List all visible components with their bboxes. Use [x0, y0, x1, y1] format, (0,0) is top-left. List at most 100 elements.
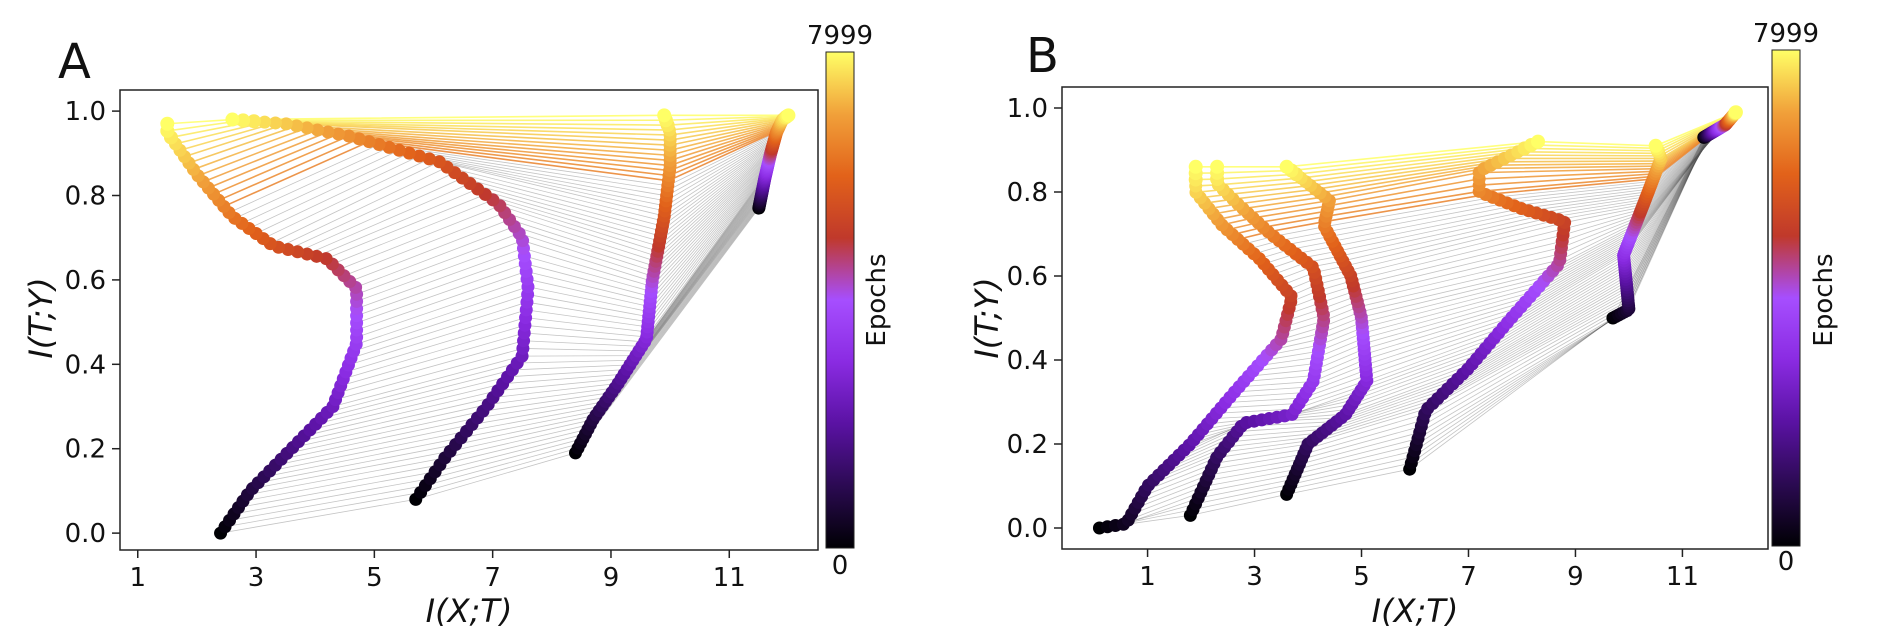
epoch-connector	[325, 148, 773, 259]
data-point	[236, 113, 251, 128]
data-point	[657, 108, 672, 123]
x-ticks: 1 3 5 7 9 11	[129, 550, 746, 593]
epoch-connector	[316, 147, 773, 257]
epoch-connector	[356, 160, 770, 317]
epoch-connector	[356, 158, 770, 302]
x-axis-label: I(X;T)	[426, 592, 513, 630]
colorbar-min-label: 0	[1778, 547, 1795, 577]
epoch-connector	[340, 174, 766, 387]
plot-frame	[1061, 86, 1769, 550]
epoch-connector	[306, 145, 773, 255]
data-point	[258, 115, 272, 129]
data-point	[402, 146, 416, 160]
data-point	[362, 135, 376, 149]
epoch-connector	[350, 169, 768, 359]
epoch-connector	[353, 167, 768, 352]
data-point	[342, 129, 356, 143]
epoch-connector	[233, 203, 760, 515]
epoch-connector	[241, 134, 776, 224]
data-point	[1728, 105, 1743, 120]
epoch-connector	[356, 166, 768, 345]
colorbar-max-label: 7999	[807, 21, 873, 51]
data-point	[432, 155, 446, 169]
epoch-connector	[193, 122, 782, 171]
data-point	[1279, 159, 1294, 174]
epoch-connector	[167, 114, 789, 125]
x-ticks: 1 3 5 7 9 11	[1139, 549, 1699, 592]
data-point	[1531, 134, 1546, 149]
epoch-connector	[321, 181, 765, 419]
x-tick-label: 11	[713, 563, 746, 593]
epoch-connector	[292, 188, 764, 448]
x-tick-label: 1	[129, 563, 146, 593]
plot-layer	[1092, 105, 1743, 535]
epoch-connector	[184, 119, 783, 158]
epoch-connector	[1234, 128, 1720, 393]
epoch-connector	[343, 152, 772, 277]
x-tick-label: 9	[603, 563, 620, 593]
epoch-connector	[304, 185, 764, 437]
epoch-connector	[1148, 134, 1710, 486]
epoch-connector	[1216, 129, 1717, 414]
epoch-connector	[1229, 128, 1719, 398]
x-axis-label: I(X;T)	[1372, 592, 1459, 630]
y-tick-label: 1.0	[1007, 94, 1048, 124]
epoch-connector	[229, 205, 760, 521]
epoch-connector	[167, 115, 788, 132]
y-ticks: 0.0 0.2 0.4 0.6 0.8 1.0	[1007, 94, 1062, 544]
epoch-connector	[1220, 129, 1718, 409]
epoch-connector	[332, 149, 772, 265]
data-point	[300, 121, 314, 135]
panel-label: B	[1026, 28, 1059, 84]
panel-a: A 1 3 5 7 9 11 0.0 0.2 0.4 0.6 0.8 1.0 I(X;T) I(T;…	[22, 21, 892, 630]
epoch-connector	[298, 187, 764, 443]
epoch-connector	[356, 159, 770, 309]
epoch-connector	[208, 126, 780, 189]
epoch-connector	[197, 123, 781, 177]
epoch-connector	[348, 170, 767, 366]
y-tick-label: 0.8	[65, 182, 106, 212]
epoch-connector	[1266, 126, 1723, 356]
data-point	[392, 143, 406, 157]
epoch-connector	[1282, 124, 1725, 334]
epoch-connector	[355, 155, 771, 288]
epoch-connector	[1141, 134, 1709, 497]
epoch-connector	[258, 196, 762, 484]
epoch-connector	[263, 138, 775, 239]
epoch-connector	[356, 165, 769, 338]
y-tick-label: 0.8	[1007, 178, 1048, 208]
x-tick-label: 7	[484, 563, 501, 593]
epoch-connector	[343, 173, 767, 380]
x-tick-label: 7	[1460, 562, 1477, 592]
epoch-connector	[281, 191, 763, 460]
epoch-connector	[349, 154, 771, 282]
epoch-connector	[356, 156, 771, 295]
epoch-connector	[287, 143, 774, 250]
data-point	[372, 138, 386, 152]
epoch-connector	[234, 133, 777, 219]
data-point	[268, 116, 282, 130]
panel-label: A	[58, 34, 91, 90]
data-point	[331, 127, 345, 141]
epoch-connector	[1144, 134, 1709, 492]
y-tick-label: 0.0	[65, 519, 106, 549]
colorbar: 7999 0 Epochs	[807, 21, 892, 581]
epoch-connector	[335, 177, 766, 400]
epoch-connector	[332, 178, 765, 407]
epoch-connector	[337, 151, 772, 271]
data-point	[781, 108, 796, 123]
colorbar-title: Epochs	[1809, 253, 1839, 346]
epoch-connector	[1257, 126, 1722, 367]
epoch-connector	[248, 136, 776, 229]
epoch-connector	[252, 198, 762, 489]
epoch-connector	[1284, 124, 1726, 328]
epoch-connector	[269, 194, 762, 472]
x-tick-label: 5	[1353, 562, 1370, 592]
data-point	[321, 125, 335, 139]
epoch-connector	[1128, 135, 1707, 521]
epoch-connector	[179, 118, 783, 152]
data-point	[1188, 159, 1203, 174]
epoch-connector	[356, 163, 769, 331]
epoch-connector	[278, 141, 775, 248]
epoch-connector	[1248, 127, 1721, 377]
